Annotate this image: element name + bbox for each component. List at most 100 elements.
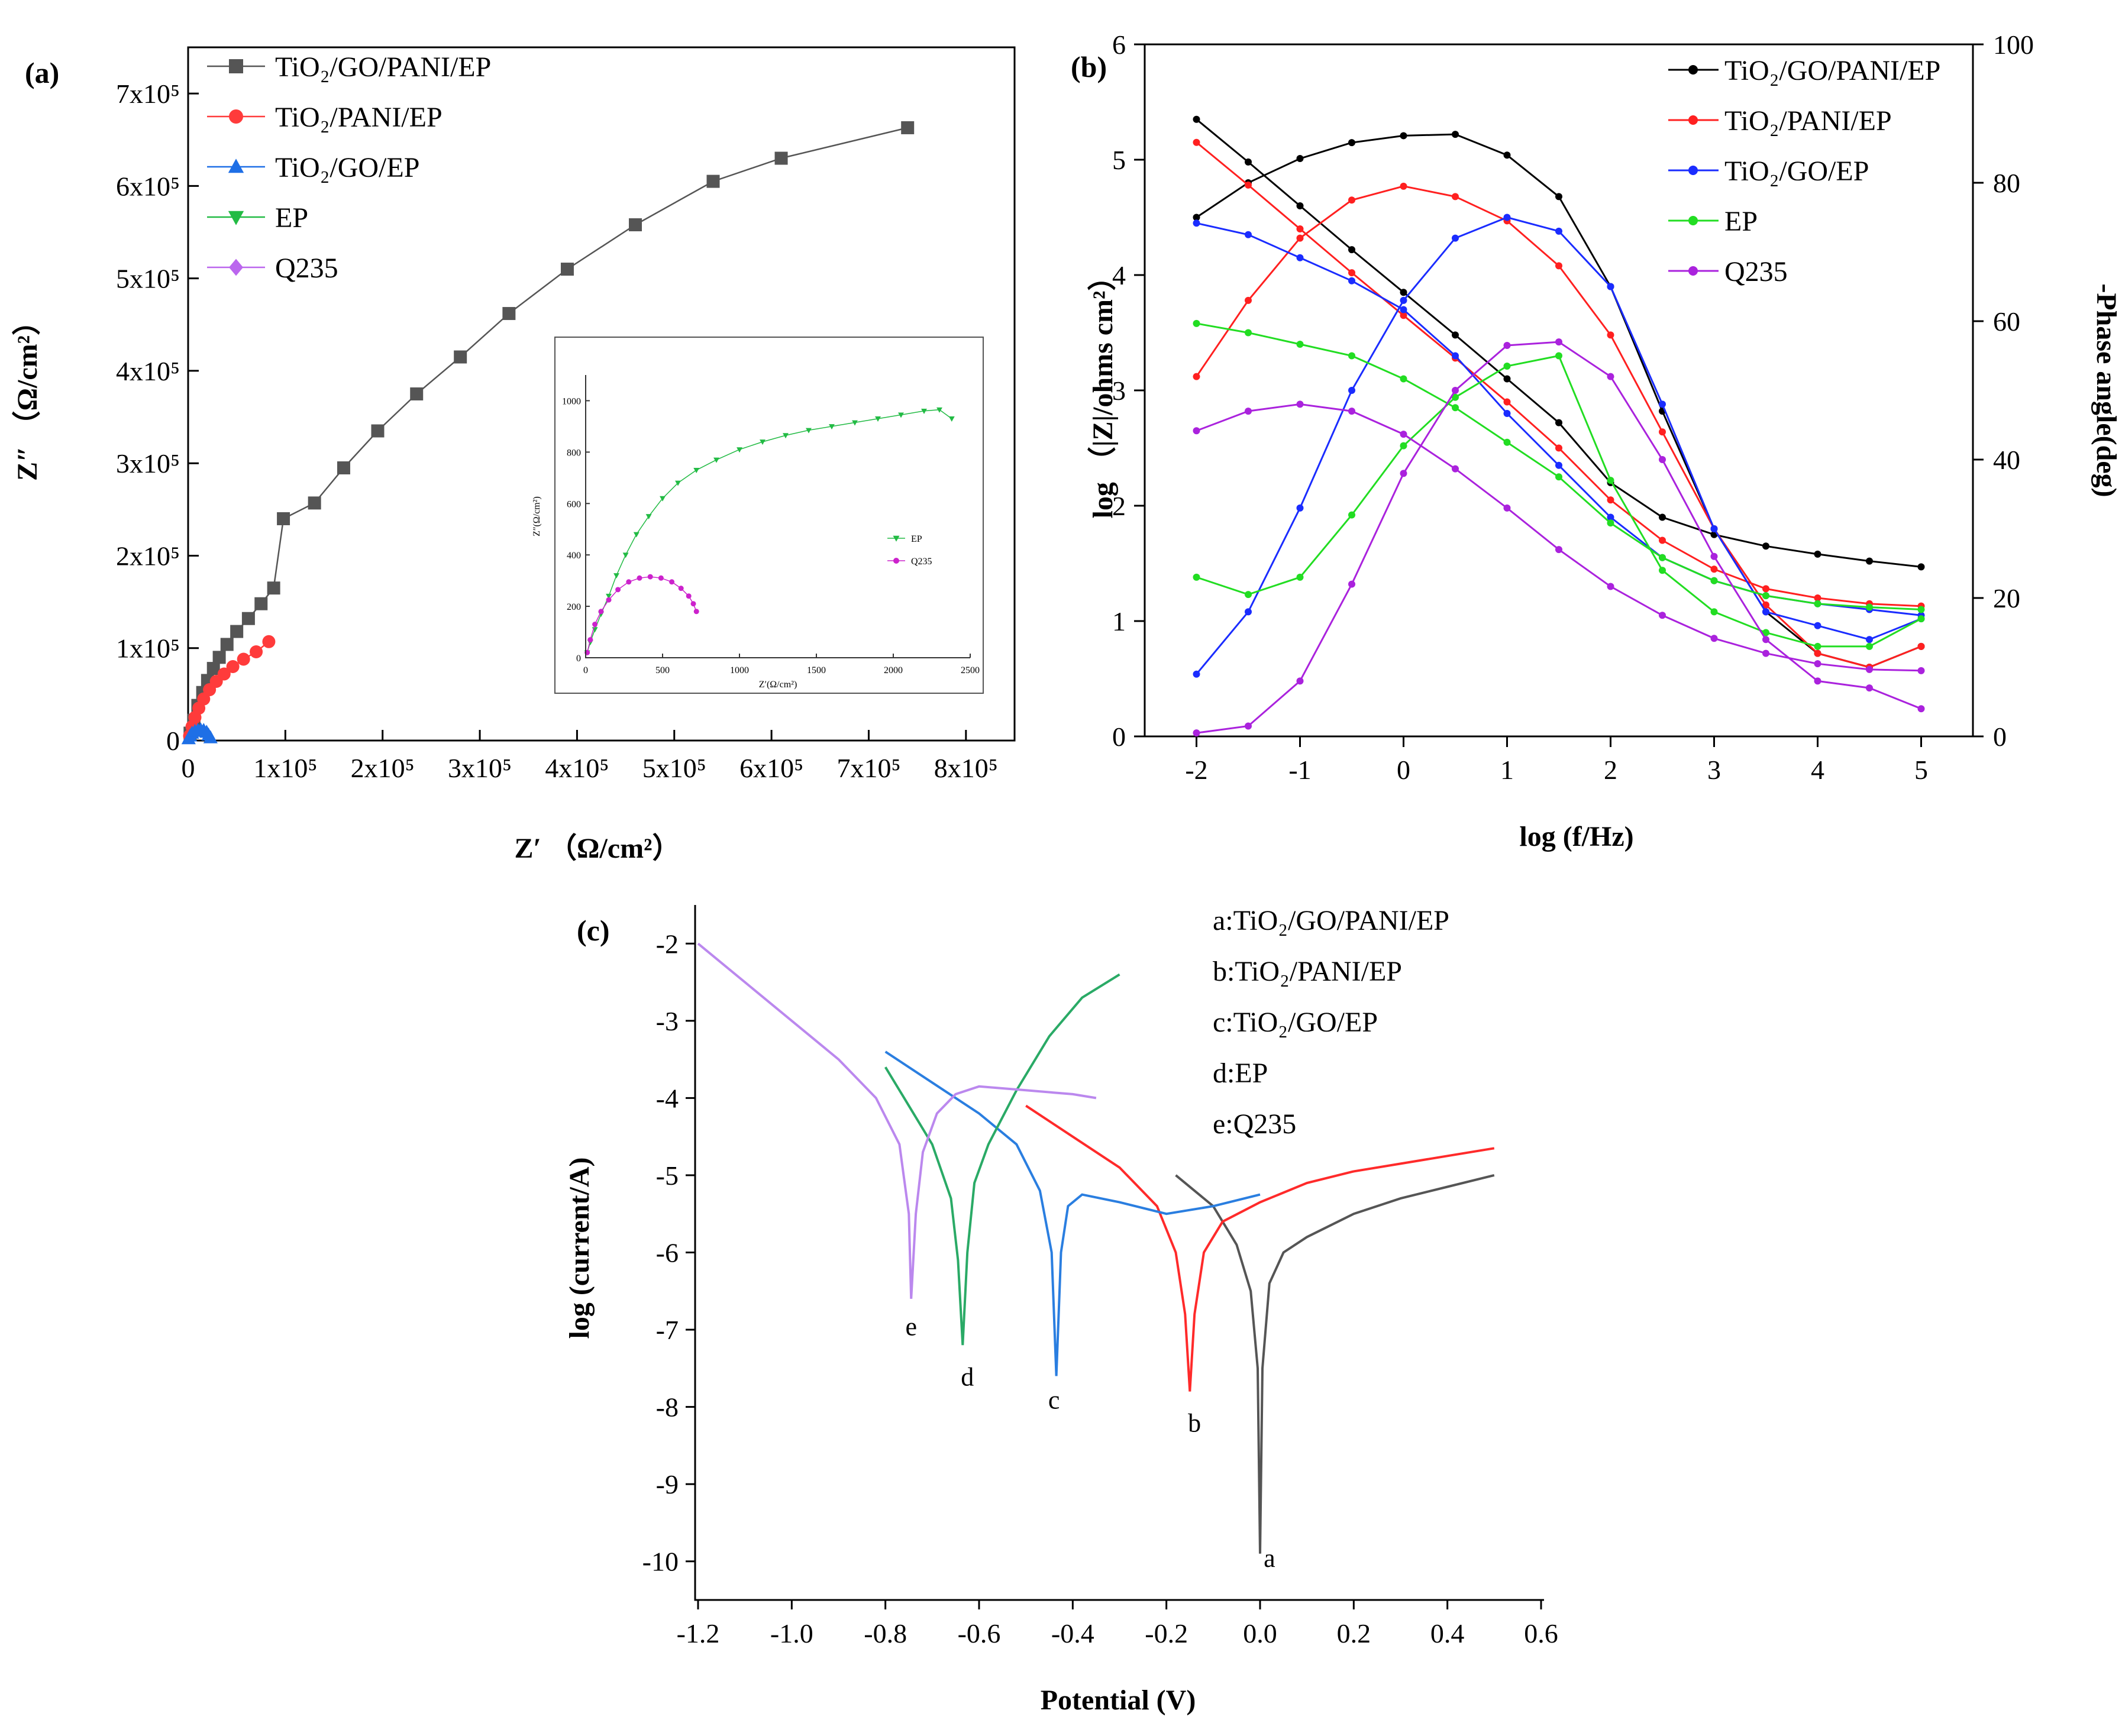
phase-point [1607,373,1614,380]
y-tick-label: 0 [1112,722,1126,752]
inset-legend-entry: EP [911,534,922,544]
panel-c-axes [694,905,1544,1601]
curve-label-d: d [961,1362,974,1391]
phase-point [1710,608,1718,616]
inset-data-point [921,409,927,415]
panel-c-label: (c) [577,914,610,947]
phase-point [1814,622,1821,629]
data-point [226,660,240,673]
panel-a-x-ticks: 0 1x10⁵ 2x10⁵ 3x10⁵ 4x10⁵ 5x10⁵ 6x10⁵ 7x10⁵ 8x10… [182,730,998,783]
legend-marker [1688,65,1698,75]
inset-x-tick-label: 2000 [884,665,903,675]
inset-y-tick-label: 1000 [562,396,581,406]
phase-point [1866,636,1873,644]
inset-data-point [852,420,858,426]
impedance-point [1245,329,1252,337]
inset-data-point [622,552,629,558]
inset-y-axis-label: Z″(Ω/cm²) [532,496,542,536]
curve-label-a: a [1264,1544,1275,1573]
impedance-point [1296,341,1304,348]
impedance-point [1296,225,1304,232]
x-tick-label: -1.0 [770,1618,813,1648]
inset-data-point [637,575,642,581]
inset-x-tick-label: 0 [583,665,588,675]
phase-point [1555,227,1562,235]
phase-point [1296,504,1304,512]
legend-entry: TiO₂/GO/PANI/EP [275,51,491,83]
impedance-point [1917,563,1925,571]
phase-point [1245,296,1252,304]
impedance-point [1452,352,1459,360]
phase-point [1193,214,1200,221]
legend-entry: c:TiO₂/GO/EP [1213,1007,1378,1038]
data-point [220,638,234,651]
legend-entry-prefix: a: [1213,905,1233,936]
panel-c-x-ticks: -1.2 -1.0 -0.8 -0.6 -0.4 -0.2 0.0 0.2 0.4 0.6 [677,1600,1558,1648]
data-point [629,218,642,232]
impedance-point [1296,202,1304,209]
inset-data-point [690,601,696,607]
panel-b-legend: TiO₂/GO/PANI/EP TiO₂/PANI/EP TiO₂/GO/EP EP Q… [1668,55,1940,287]
inset-data-point [606,597,612,603]
phase-point [1193,729,1200,737]
data-point [262,635,276,648]
impedance-point [1814,660,1821,668]
x-tick-label: -0.6 [958,1618,1001,1648]
y-tick-label: -2 [656,929,679,959]
impedance-point [1348,269,1355,277]
impedance-point [1814,550,1821,558]
phase-point [1607,477,1614,484]
impedance-point [1245,158,1252,166]
phase-point [1659,400,1666,408]
impedance-point [1193,115,1200,123]
inset-data-point [658,575,664,581]
x-tick-label: 0.2 [1337,1618,1371,1648]
data-point [241,612,255,625]
tafel-curve-e [697,942,1097,1299]
impedance-point [1607,513,1614,521]
inset-data-point [613,573,619,579]
panel-a-y-axis-label: Z″ （Ω/cm²） [12,307,43,481]
panel-a-inset-plot: 0 500 1000 1500 2000 2500 0 200 400 600 800 1000 E… [532,337,984,694]
legend-marker [228,159,244,173]
legend-entry: d:EP [1213,1058,1268,1089]
y-tick-label: -5 [656,1160,679,1191]
inset-y-ticks: 0 200 400 600 800 1000 [562,396,590,664]
panel-a-x-axis-label: Z′ （Ω/cm²） [515,833,681,864]
x-tick-label: 2x10⁵ [351,753,415,783]
data-point [706,174,720,188]
inset-data-point [713,457,719,463]
legend-marker [1688,166,1698,175]
legend-entry: TiO₂/GO/EP [275,152,419,183]
inset-legend-marker [893,535,900,542]
legend-entry-name: TiO₂/GO/EP [1233,1007,1378,1038]
inset-data-point [587,637,593,643]
inset-data-point [948,416,955,422]
data-point [237,652,250,666]
x-tick-label: 7x10⁵ [836,753,900,783]
legend-entry-name: EP [1235,1058,1268,1089]
phase-point [1503,363,1511,370]
impedance-point [1245,231,1252,238]
inset-data-point [936,407,942,413]
inset-y-tick-label: 600 [567,499,581,509]
phase-point [1762,601,1769,609]
data-point [410,387,424,400]
phase-point [1348,139,1355,147]
phase-point [1762,629,1769,636]
inset-data-point [806,428,812,434]
impedance-point [1866,665,1873,673]
y-tick-label: 3x10⁵ [116,448,180,479]
data-point [502,307,516,321]
impedance-point [1348,352,1355,360]
inset-x-tick-label: 1000 [730,665,749,675]
legend-entry-prefix: c: [1213,1007,1233,1038]
legend-entry: TiO₂/PANI/EP [1724,105,1892,137]
impedance-point [1348,246,1355,254]
panel-c-legend: a:TiO₂/GO/PANI/EPb:TiO₂/PANI/EPc:TiO₂/GO… [1213,905,1449,1140]
phase-point [1348,511,1355,519]
inset-data-point [606,593,612,599]
x-tick-label: 4x10⁵ [545,753,609,783]
